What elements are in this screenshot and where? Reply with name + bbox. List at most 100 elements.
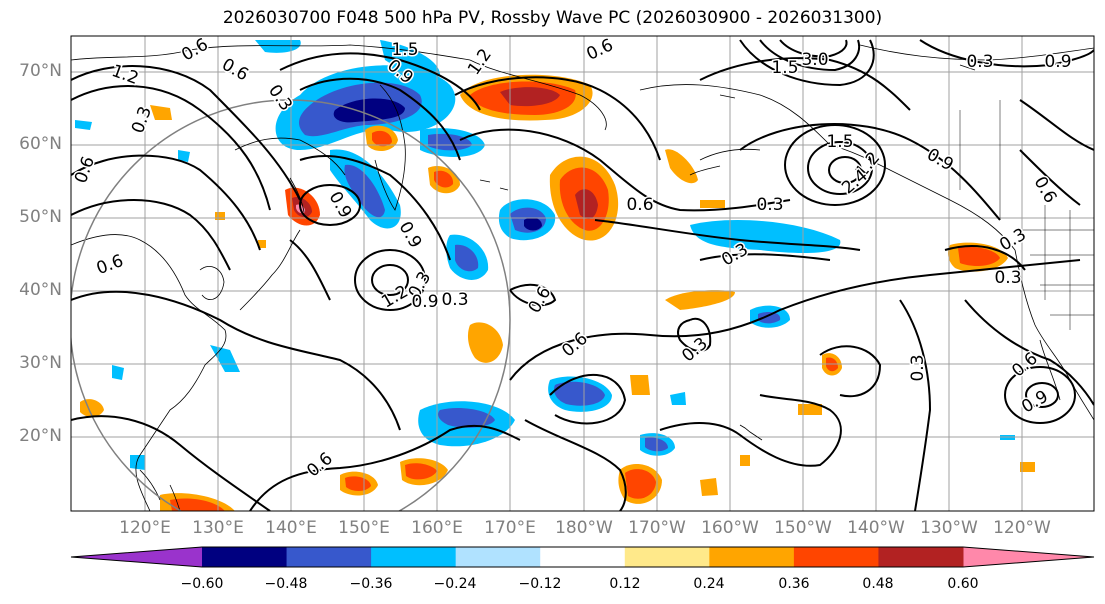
- contour-label: 3.0: [801, 50, 828, 70]
- map-frame: [70, 35, 1095, 512]
- anomaly-patch: [665, 290, 735, 310]
- coastline-okhotsk: [234, 137, 346, 176]
- pv-contour: [1004, 366, 1076, 424]
- anomaly-patch: [344, 164, 385, 218]
- anomaly-patch: [630, 375, 650, 395]
- lon-label: 140°W: [847, 518, 905, 538]
- colorbar-tick-label: −0.60: [180, 576, 224, 592]
- lon-label: 120°W: [993, 518, 1051, 538]
- colorbar-tick-label: 0.48: [862, 576, 894, 592]
- anomaly-patch: [438, 408, 495, 428]
- anomaly-patch: [170, 498, 225, 511]
- colorbar-segment: [793, 547, 879, 567]
- state-boundaries: [959, 100, 1094, 330]
- colorbar-segment: [540, 547, 626, 567]
- pv-contour: [659, 394, 842, 467]
- pv-contour: [524, 419, 627, 511]
- contour-label: 0.9: [1044, 52, 1071, 72]
- coastline-na-west: [1014, 249, 1094, 421]
- anomaly-patch: [665, 149, 698, 184]
- pv-contour: [371, 264, 409, 296]
- pv-contour: [899, 299, 932, 511]
- lat-label: 30°N: [19, 353, 62, 373]
- contour-label: 0.9: [411, 292, 438, 312]
- pv-contour: [739, 39, 875, 87]
- colorbar-tick-label: −0.48: [264, 576, 308, 592]
- pv-contour: [944, 245, 1026, 271]
- lon-label: 170°E: [484, 518, 536, 538]
- lon-label: 130°E: [192, 518, 244, 538]
- pv-contour: [249, 424, 521, 511]
- anomaly-patch: [255, 40, 301, 53]
- colorbar-tick-label: −0.36: [349, 576, 393, 592]
- lon-label: 160°E: [411, 518, 463, 538]
- coastline-korea: [199, 266, 225, 300]
- colorbar-tick-label: −0.24: [433, 576, 477, 592]
- lon-label: 130°W: [920, 518, 978, 538]
- pv-contour: [819, 345, 882, 398]
- coastlines: [71, 44, 1094, 511]
- anomaly-patch: [333, 98, 405, 123]
- pv-contour: [289, 239, 331, 301]
- boundary-line: [1020, 205, 1094, 330]
- colorbar-tick-label: −0.12: [518, 576, 562, 592]
- anomaly-patch: [130, 455, 145, 470]
- colorbar-tick-label: 0.36: [778, 576, 810, 592]
- anomaly-patch: [405, 463, 437, 480]
- pv-contour: [459, 128, 791, 212]
- coastline-japan: [239, 177, 305, 311]
- pv-contour: [549, 373, 627, 425]
- coastline-alaska: [639, 84, 1016, 251]
- lon-label: 140°E: [265, 518, 317, 538]
- contour-label: 1.5: [826, 132, 853, 152]
- pv-contour: [454, 76, 661, 161]
- pv-contour: [71, 415, 271, 511]
- coastline-siberia-north: [71, 44, 471, 61]
- pv-contour: [1019, 99, 1094, 206]
- anomaly-patch: [740, 455, 750, 466]
- contour-label: 0.3: [908, 354, 928, 381]
- pv-contour: [594, 219, 861, 251]
- lon-label: 150°W: [774, 518, 832, 538]
- anomaly-patch: [75, 120, 92, 130]
- contour-label: 0.3: [966, 52, 993, 72]
- colorbar-tick-label: 0.12: [609, 576, 641, 592]
- anomaly-patch: [500, 87, 560, 107]
- pv-contour: [509, 283, 557, 307]
- anomaly-patch: [215, 212, 225, 220]
- pv-contour: [354, 249, 426, 311]
- coastline-islands-pacific: [479, 64, 976, 191]
- pv-contour: [71, 199, 231, 271]
- pv-contour: [299, 184, 361, 226]
- colorbar-segment: [878, 547, 964, 567]
- anomaly-patch: [625, 469, 656, 499]
- colorbar-extend-high: [963, 547, 1094, 567]
- pv-contour: [759, 39, 860, 72]
- pv-contour: [71, 65, 301, 201]
- colorbar-segment: [624, 547, 710, 567]
- pv-contour: [71, 290, 401, 431]
- lon-label: 160°W: [701, 518, 759, 538]
- pv-contour: [299, 77, 461, 161]
- pv-contour: [1025, 382, 1059, 408]
- contour-label: 1.5: [391, 40, 418, 60]
- anomaly-patch: [1020, 462, 1035, 472]
- anomaly-patch: [455, 244, 479, 272]
- contour-label: 0.3: [994, 268, 1021, 288]
- lon-label: 170°W: [628, 518, 686, 538]
- anomaly-patch: [112, 365, 124, 380]
- colorbar: [70, 546, 1095, 568]
- anomaly-patch: [372, 130, 392, 147]
- anomaly-patch: [428, 133, 472, 151]
- anomaly-patch: [700, 478, 718, 496]
- pv-contour: [919, 39, 1094, 68]
- coastline-asia: [71, 234, 227, 511]
- colorbar-segment: [202, 547, 288, 567]
- coastline-kamchatka: [374, 84, 406, 211]
- anomaly-patch: [575, 189, 598, 219]
- graticule: [71, 36, 1094, 511]
- lat-label: 40°N: [19, 280, 62, 300]
- anomaly-patch: [700, 200, 725, 208]
- anomaly-patch: [150, 105, 172, 120]
